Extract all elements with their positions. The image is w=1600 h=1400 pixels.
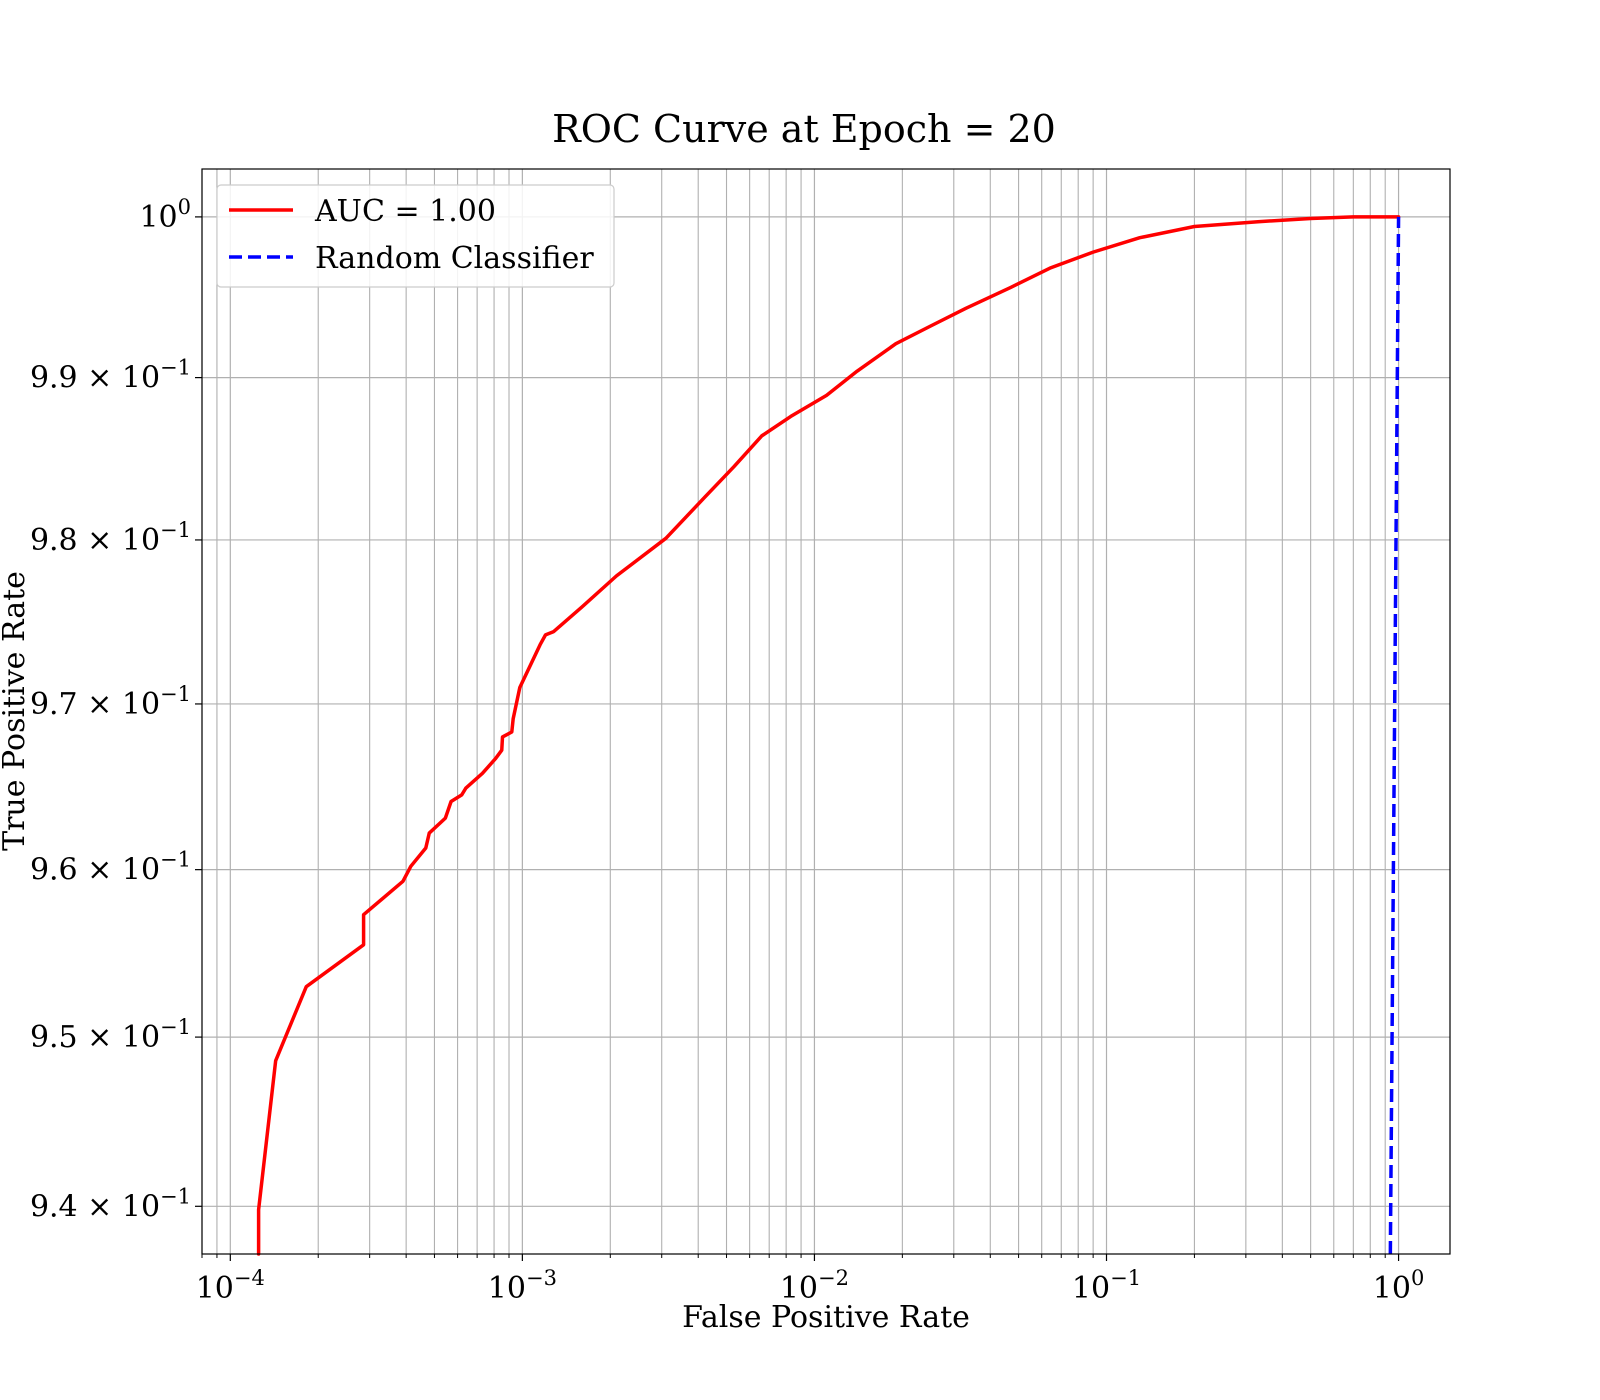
roc-curve-line [256,215,1401,1256]
tick-marks [195,216,1400,1261]
y-tick-label: 9.4 × 10−1 [30,1184,191,1224]
y-tick-label: 100 [139,195,191,235]
plot-area [202,169,1450,1254]
y-tick-label: 9.7 × 10−1 [30,682,191,722]
random-classifier-line [1388,216,1401,1255]
y-tick-label: 9.6 × 10−1 [30,848,191,888]
x-tick-label: 10−1 [1072,1266,1141,1306]
x-tick-label: 10−4 [196,1266,265,1306]
chart-title: ROC Curve at Epoch = 20 [552,107,1056,151]
x-tick-label: 10−2 [780,1266,849,1306]
x-tick-labels: 10−4 10−3 10−2 10−1 100 [196,1266,1425,1306]
y-axis-label: True Positive Rate [0,571,32,851]
legend-label-auc: AUC = 1.00 [314,194,496,229]
series-layer [256,215,1401,1256]
y-tick-label: 9.9 × 10−1 [30,356,191,396]
grid-minor [201,169,1386,1254]
legend-box [216,184,615,288]
legend: AUC = 1.00 Random Classifier [216,184,615,288]
x-tick-label: 100 [1373,1266,1425,1306]
legend-label-random: Random Classifier [315,241,594,276]
x-axis-label: False Positive Rate [682,1300,970,1335]
y-tick-labels: 100 9.9 × 10−1 9.8 × 10−1 9.7 × 10−1 9.6 × 1… [30,195,191,1224]
x-tick-label: 10−3 [488,1266,557,1306]
plot-frame [201,168,1451,1255]
y-tick-label: 9.5 × 10−1 [30,1015,191,1055]
y-tick-label: 9.8 × 10−1 [30,518,191,558]
